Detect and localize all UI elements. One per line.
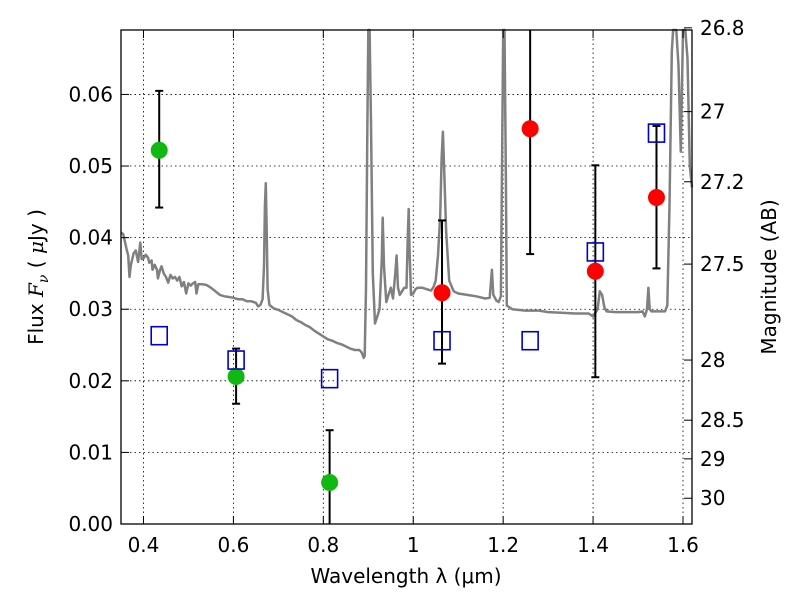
y-tick-label: 0.00 <box>68 512 113 536</box>
green-data-point <box>321 473 339 491</box>
x-tick-label: 0.4 <box>128 533 160 557</box>
blue-model-square <box>586 242 605 262</box>
x-tick-labels: 0.4 0.6 0.8 1 1.2 1.4 1.6 <box>128 533 699 557</box>
y-tick-labels: 0.00 0.01 0.02 0.03 0.04 0.05 0.06 <box>68 82 113 536</box>
right-tick-label: 28.5 <box>700 408 745 432</box>
y-tick-label: 0.05 <box>68 154 113 178</box>
x-tick-label: 1.4 <box>577 533 609 557</box>
y-tick-label: 0.01 <box>68 440 113 464</box>
model-spectrum-line <box>120 28 694 360</box>
blue-model-square <box>227 350 245 370</box>
y-tick-label: 0.04 <box>68 226 113 250</box>
blue-model-square <box>433 330 451 351</box>
right-magnitude-tick-labels: 26.8 27 27.2 27.5 28 28.5 29 30 <box>700 16 745 510</box>
blue-model-square <box>521 330 539 351</box>
red-data-point <box>647 189 665 207</box>
x-tick-label: 1.6 <box>667 533 699 557</box>
x-tick-label: 0.6 <box>217 533 249 557</box>
x-axis-label: Wavelength λ (μm) <box>310 564 501 588</box>
red-data-point <box>521 120 539 138</box>
right-tick-label: 27.2 <box>700 170 745 194</box>
red-data-point <box>433 284 451 302</box>
y-tick-label: 0.03 <box>68 297 113 321</box>
red-data-point <box>586 262 604 280</box>
x-tick-label: 0.8 <box>307 533 339 557</box>
right-tick-label: 27 <box>700 100 725 124</box>
right-tick-label: 27.5 <box>700 252 745 276</box>
green-data-point <box>227 368 245 386</box>
right-tick-label: 26.8 <box>700 16 745 40</box>
blue-model-square <box>150 325 169 346</box>
y-tick-label: 0.02 <box>68 369 113 393</box>
plot-frame <box>120 29 693 525</box>
blue-model-square <box>320 368 339 389</box>
y-tick-label: 0.06 <box>68 82 113 106</box>
green-data-point <box>150 141 168 159</box>
right-tick-label: 30 <box>700 486 725 510</box>
data-points <box>150 120 666 491</box>
axis-ticks <box>121 27 692 525</box>
model-spectrum <box>120 28 694 360</box>
blue-model-square <box>647 123 666 143</box>
y-axis-label: Flux Fν ( μJy ) <box>24 209 52 345</box>
right-tick-label: 28 <box>700 348 725 372</box>
x-tick-label: 1 <box>407 533 420 557</box>
x-tick-label: 1.2 <box>487 533 519 557</box>
right-tick-label: 29 <box>700 447 725 471</box>
right-axis-label: Magnitude (AB) <box>757 199 781 354</box>
